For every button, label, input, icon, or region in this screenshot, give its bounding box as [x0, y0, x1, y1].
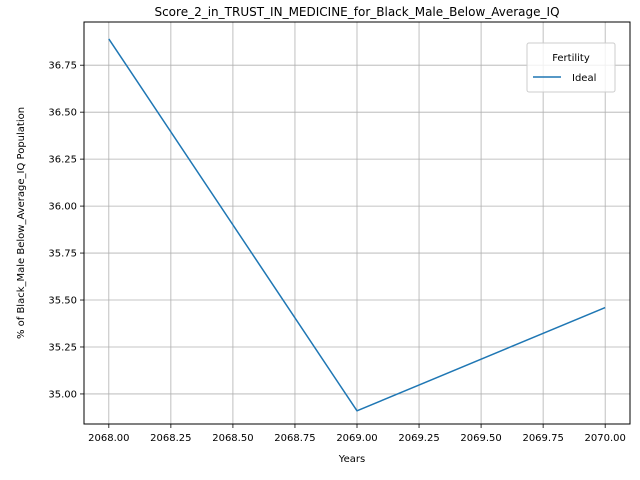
y-tick-label: 35.00: [48, 389, 77, 400]
legend: Fertility Ideal: [526, 42, 616, 93]
x-tick-label: 2068.25: [150, 433, 191, 444]
y-axis-ticks: 35.00 35.25 35.50 35.75 36.00 36.25 36.50 36.75: [48, 61, 84, 400]
x-tick-label: 2068.75: [274, 433, 315, 444]
y-tick-label: 36.75: [48, 61, 77, 72]
y-tick-label: 36.25: [48, 155, 77, 166]
chart-title: Score_2_in_TRUST_IN_MEDICINE_for_Black_M…: [154, 5, 559, 19]
legend-box: [526, 42, 616, 93]
legend-label: Ideal: [572, 73, 596, 84]
y-axis-title: % of Black_Male Below_Average_IQ Populat…: [16, 107, 27, 339]
y-tick-label: 36.50: [48, 108, 77, 119]
x-axis-title: Years: [338, 454, 365, 465]
y-tick-label: 35.25: [48, 342, 77, 353]
y-tick-label: 36.00: [48, 202, 77, 213]
x-tick-label: 2069.25: [398, 433, 439, 444]
x-tick-label: 2068.00: [88, 433, 129, 444]
y-tick-label: 35.75: [48, 249, 77, 260]
series-lines: [108, 38, 606, 412]
series-line-ideal: [108, 38, 606, 412]
x-tick-label: 2069.75: [522, 433, 563, 444]
x-tick-label: 2070.00: [585, 433, 626, 444]
x-axis-ticks: 2068.00 2068.25 2068.50 2068.75 2069.00 2069.…: [88, 424, 626, 444]
x-tick-label: 2069.00: [336, 433, 377, 444]
x-tick-label: 2068.50: [212, 433, 253, 444]
x-tick-label: 2069.50: [460, 433, 501, 444]
legend-title: Fertility: [552, 53, 590, 64]
y-tick-label: 35.50: [48, 296, 77, 307]
